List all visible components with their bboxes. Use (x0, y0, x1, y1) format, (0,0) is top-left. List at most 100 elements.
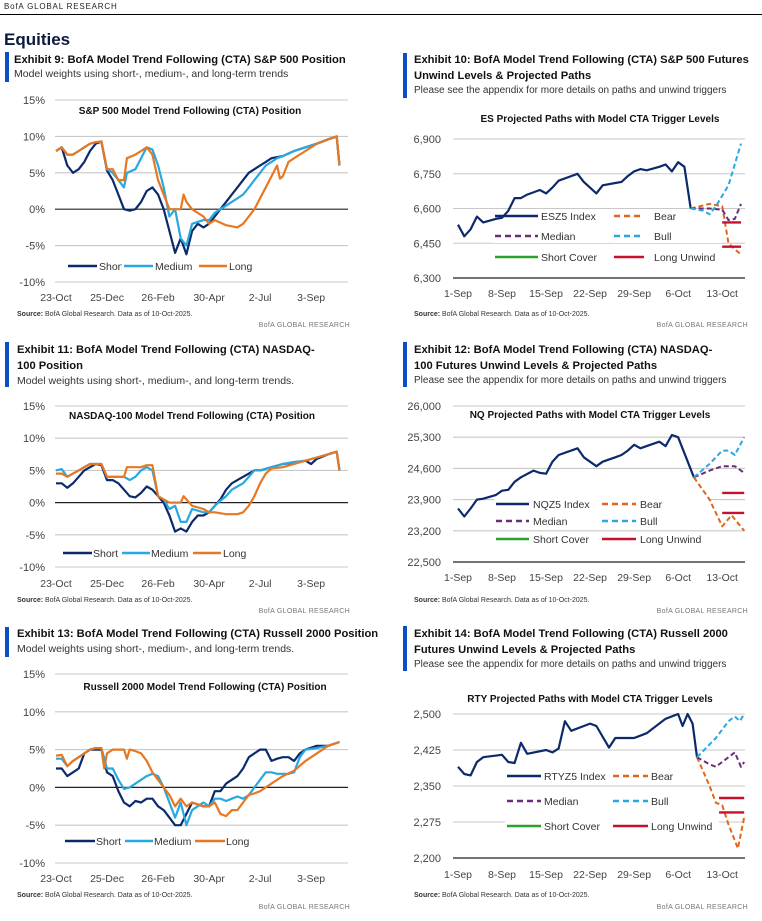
legend-bg (123, 834, 186, 848)
y-tick-label: 23,900 (407, 495, 441, 507)
x-tick-label: 29-Sep (617, 869, 651, 881)
y-tick-label: 24,600 (407, 463, 441, 475)
series-line-rtyz5-index (457, 712, 699, 777)
y-tick-label: 10% (23, 131, 45, 143)
chart-title: S&P 500 Model Trend Following (CTA) Posi… (79, 106, 301, 117)
y-tick-label: 23,200 (407, 526, 441, 538)
y-tick-label: 15% (23, 401, 45, 413)
x-tick-label: 3-Sep (297, 578, 325, 590)
x-tick-label: 25-Dec (90, 873, 124, 885)
x-tick-label: 3-Sep (297, 873, 325, 885)
series-line-esz5-index (457, 161, 692, 238)
chart-legend: RTYZ5 Index Bear Median Bull Short Cover Long… (505, 769, 719, 833)
source-label: Source: (17, 892, 44, 899)
x-tick-label: 6-Oct (665, 288, 691, 300)
x-tick-label: 8-Sep (488, 572, 516, 584)
legend-bg (66, 259, 131, 273)
x-tick-label: 29-Sep (617, 288, 651, 300)
legend-label: Long (223, 548, 247, 560)
x-tick-label: 30-Apr (193, 578, 225, 590)
x-tick-label: 22-Sep (573, 288, 607, 300)
legend-label: Bear (651, 771, 674, 783)
legend-bg (611, 769, 719, 783)
legend-label: Bear (654, 211, 677, 223)
chart-5: 15% 10% 5% 0% -5% -10% 23-Oct 25-Dec 26-Feb 30-Ap… (19, 669, 348, 885)
legend-bg (193, 834, 258, 848)
y-tick-label: 0% (29, 782, 45, 794)
x-tick-label: 6-Oct (665, 572, 691, 584)
chart-title: NASDAQ-100 Model Trend Following (CTA) P… (69, 411, 315, 422)
source-label: Source: (17, 597, 44, 604)
exhibit-14-source: Source: BofA Global Research. Data as of… (414, 892, 589, 899)
series-line-bull (693, 436, 746, 479)
legend-bg (61, 546, 125, 560)
exhibit-14-footer: BofA GLOBAL RESEARCH (656, 904, 748, 911)
legend-label: Short Cover (541, 252, 598, 264)
y-tick-label: 2,350 (413, 781, 441, 793)
series-line-medium (55, 135, 341, 247)
x-tick-label: 2-Jul (249, 873, 272, 885)
source-text: BofA Global Research. Data as of 10-Oct-… (440, 311, 590, 318)
source-text: BofA Global Research. Data as of 10-Oct-… (43, 892, 193, 899)
exhibit-10-source: Source: BofA Global Research. Data as of… (414, 311, 589, 318)
y-tick-label: 6,600 (413, 204, 441, 216)
legend-bg (63, 834, 128, 848)
y-tick-label: 2,275 (413, 817, 441, 829)
exhibit-13-source: Source: BofA Global Research. Data as of… (17, 892, 192, 899)
legend-bg (494, 514, 601, 528)
x-tick-label: 23-Oct (40, 578, 72, 590)
legend-bg (612, 229, 722, 243)
legend-bg (493, 209, 609, 223)
series-line-long (55, 135, 341, 229)
y-tick-label: -10% (19, 277, 45, 289)
exhibit-11-subtitle: Model weights using short-, medium-, and… (17, 375, 295, 387)
legend-bg (612, 209, 722, 223)
legend-label: Short (93, 548, 118, 560)
y-tick-label: 15% (23, 669, 45, 681)
y-tick-label: 10% (23, 433, 45, 445)
exhibit-accent-bar (5, 52, 9, 82)
y-tick-label: 22,500 (407, 557, 441, 569)
series-line-long (56, 450, 341, 516)
exhibit-13-footer: BofA GLOBAL RESEARCH (258, 904, 350, 911)
legend-label: Bear (640, 499, 663, 511)
source-text: BofA Global Research. Data as of 10-Oct-… (440, 597, 590, 604)
chart-title: Russell 2000 Model Trend Following (CTA)… (83, 682, 326, 693)
y-tick-label: 6,750 (413, 169, 441, 181)
exhibit-12-title: Exhibit 12: BofA Model Trend Following (… (414, 344, 713, 372)
x-tick-label: 13-Oct (706, 869, 738, 881)
legend-bg (505, 794, 612, 808)
legend-label: Median (533, 516, 568, 528)
chart-title: ES Projected Paths with Model CTA Trigge… (481, 114, 720, 125)
legend-bg (505, 819, 612, 833)
exhibit-accent-bar (5, 627, 9, 657)
legend-label: Long (226, 836, 250, 848)
y-tick-label: -10% (19, 858, 45, 870)
legend-bg (505, 769, 612, 783)
legend-label: Medium (151, 548, 189, 560)
exhibit-10-title: Exhibit 10: BofA Model Trend Following (… (414, 54, 749, 82)
exhibit-9-source: Source: BofA Global Research. Data as of… (17, 311, 192, 318)
x-tick-label: 2-Jul (249, 292, 272, 304)
exhibit-accent-bar (5, 342, 9, 387)
y-tick-label: 6,450 (413, 238, 441, 250)
y-tick-label: 0% (29, 204, 45, 216)
x-tick-label: 26-Feb (141, 292, 174, 304)
legend-bg (612, 250, 722, 264)
legend-bg (600, 497, 708, 511)
series-line-medium (56, 740, 340, 827)
series-line-bull (690, 143, 742, 216)
source-label: Source: (414, 311, 441, 318)
chart-title: RTY Projected Paths with Model CTA Trigg… (467, 694, 713, 705)
series-line-long (55, 740, 340, 818)
x-tick-label: 15-Sep (529, 869, 563, 881)
x-tick-label: 1-Sep (444, 572, 472, 584)
source-text: BofA Global Research. Data as of 10-Oct-… (43, 597, 193, 604)
y-tick-label: -10% (19, 562, 45, 574)
x-tick-label: 22-Sep (573, 572, 607, 584)
exhibit-10-footer: BofA GLOBAL RESEARCH (656, 322, 748, 329)
legend-label: Median (541, 231, 576, 243)
legend-bg (122, 259, 187, 273)
